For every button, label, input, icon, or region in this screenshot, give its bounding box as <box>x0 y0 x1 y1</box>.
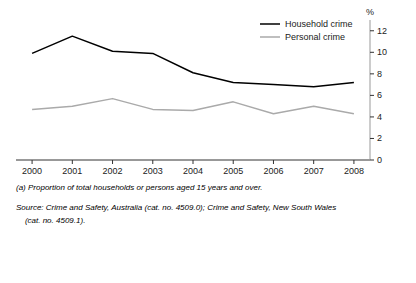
y-tick <box>370 116 374 117</box>
y-tick <box>370 160 374 161</box>
x-tick-label: 2001 <box>62 166 82 176</box>
y-axis-line <box>370 20 371 160</box>
y-tick-label: 0 <box>377 155 382 165</box>
y-tick-label: 8 <box>377 69 382 79</box>
x-tick <box>32 160 33 164</box>
footnote: (cat. no. 4509.1). <box>16 216 85 225</box>
legend-label: Personal crime <box>285 32 345 42</box>
y-tick <box>370 138 374 139</box>
legend-swatch <box>260 36 280 38</box>
x-tick-label: 2003 <box>143 166 163 176</box>
x-tick <box>313 160 314 164</box>
x-tick-label: 2007 <box>304 166 324 176</box>
x-tick-label: 2000 <box>22 166 42 176</box>
y-tick <box>370 52 374 53</box>
footnote: (a) Proportion of total households or pe… <box>16 183 263 192</box>
lines <box>32 36 354 114</box>
x-tick <box>233 160 234 164</box>
legend-swatch <box>260 23 280 25</box>
y-tick-label: 2 <box>377 133 382 143</box>
footnote: Source: Crime and Safety, Australia (cat… <box>16 203 336 212</box>
series-line <box>32 36 354 87</box>
y-tick-label: 4 <box>377 112 382 122</box>
x-tick <box>112 160 113 164</box>
x-tick <box>72 160 73 164</box>
x-tick <box>353 160 354 164</box>
x-tick-label: 2008 <box>344 166 364 176</box>
y-tick <box>370 95 374 96</box>
x-tick <box>273 160 274 164</box>
legend: Household crime Personal crime <box>260 19 353 42</box>
x-tick <box>193 160 194 164</box>
chart: 2000 2001 2002 2003 2004 2005 2006 2007 2008 0 2 4 6… <box>0 0 416 283</box>
x-tick-label: 2006 <box>263 166 283 176</box>
y-tick-label: 6 <box>377 90 382 100</box>
series-line <box>32 99 354 114</box>
y-tick-label: 10 <box>377 47 387 57</box>
x-tick <box>152 160 153 164</box>
x-tick-label: 2004 <box>183 166 203 176</box>
x-tick-label: 2002 <box>103 166 123 176</box>
legend-label: Household crime <box>285 19 353 29</box>
y-tick <box>370 73 374 74</box>
y-tick-label: 12 <box>377 26 387 36</box>
x-tick-label: 2005 <box>223 166 243 176</box>
y-tick <box>370 30 374 31</box>
y-axis-label: % <box>366 7 374 17</box>
